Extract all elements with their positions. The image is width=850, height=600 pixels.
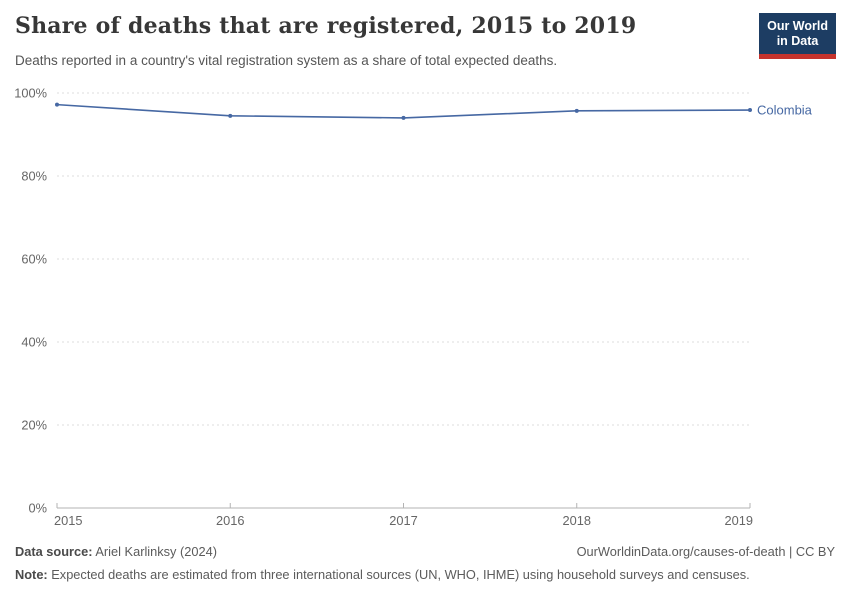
data-point[interactable] bbox=[574, 108, 579, 113]
y-tick-label: 80% bbox=[21, 169, 47, 184]
data-source-label: Data source: bbox=[15, 544, 93, 559]
x-tick-label: 2016 bbox=[216, 513, 244, 528]
y-tick-label: 20% bbox=[21, 418, 47, 433]
x-tick-label: 2019 bbox=[725, 513, 753, 528]
x-tick-label: 2017 bbox=[389, 513, 417, 528]
data-point[interactable] bbox=[401, 115, 406, 120]
data-point[interactable] bbox=[748, 108, 752, 113]
data-point[interactable] bbox=[228, 113, 233, 118]
chart-footer: Data source: Ariel Karlinksy (2024) OurW… bbox=[15, 544, 835, 583]
chart-subtitle: Deaths reported in a country's vital reg… bbox=[15, 53, 558, 68]
entity-label[interactable]: Colombia bbox=[757, 103, 813, 118]
x-tick-label: 2018 bbox=[563, 513, 591, 528]
owid-url-link[interactable]: OurWorldinData.org/causes-of-death | CC … bbox=[576, 544, 835, 559]
data-point[interactable] bbox=[55, 102, 59, 107]
owid-logo-line1: Our World bbox=[767, 19, 828, 33]
y-tick-label: 100% bbox=[14, 86, 47, 101]
note-value: Expected deaths are estimated from three… bbox=[47, 566, 750, 582]
x-tick-label: 2015 bbox=[54, 513, 82, 528]
owid-logo: Our World in Data bbox=[759, 13, 836, 59]
y-tick-label: 40% bbox=[21, 335, 47, 350]
owid-logo-line2: in Data bbox=[776, 34, 819, 48]
chart-title: Share of deaths that are registered, 201… bbox=[15, 13, 637, 39]
chart-canvas[interactable]: 0% 20% 40% 60% 80% 100% 2015 2016 2017 2018 2019 Co… bbox=[0, 0, 850, 540]
y-tick-label: 0% bbox=[29, 501, 48, 516]
note-text: Note: Expected deaths are estimated from… bbox=[15, 567, 835, 583]
note-label: Note: bbox=[15, 566, 48, 582]
y-tick-label: 60% bbox=[21, 252, 47, 267]
data-source-text: Data source: Ariel Karlinksy (2024) bbox=[15, 544, 217, 560]
data-source-value: Ariel Karlinksy (2024) bbox=[92, 544, 217, 559]
